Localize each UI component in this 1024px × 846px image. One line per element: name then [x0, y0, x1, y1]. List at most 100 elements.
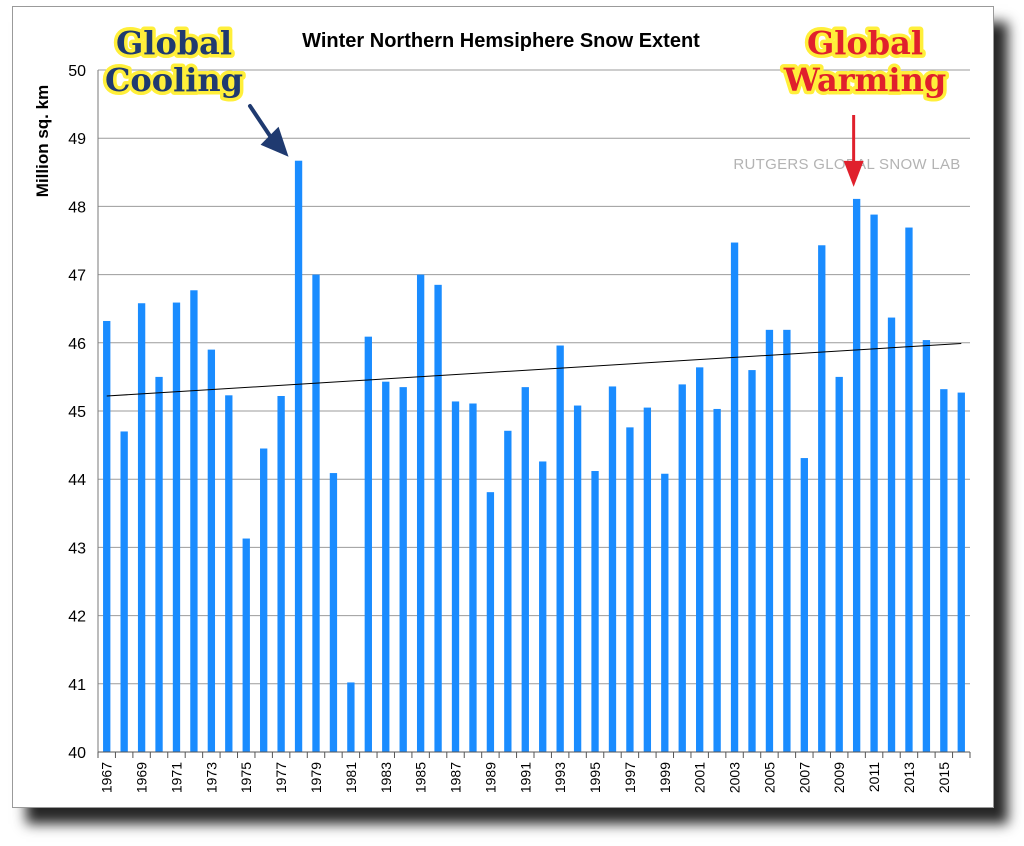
bar-2012	[887, 317, 896, 752]
x-tick-label: 1969	[134, 762, 150, 793]
bar-1997	[626, 427, 634, 752]
y-tick-label: 44	[68, 472, 86, 489]
axes	[97, 70, 971, 758]
x-tick-label: 1985	[413, 762, 429, 793]
bar-2014	[922, 340, 931, 752]
x-tick-label: 1995	[587, 762, 603, 793]
x-tick-label: 1991	[517, 762, 533, 793]
bar-1992	[539, 461, 547, 752]
x-tick-label: 2001	[692, 762, 708, 793]
x-tick-label: 1973	[203, 762, 219, 793]
cooling-callout-line-2: Cooling	[105, 61, 243, 99]
bar-2015	[940, 389, 948, 752]
x-tick-label: 1979	[308, 762, 324, 793]
x-tick-label: 2007	[796, 762, 812, 793]
bar-1991	[521, 387, 529, 752]
bar-2000	[678, 384, 686, 752]
bar-1977	[277, 395, 285, 752]
x-tick-label: 2005	[761, 762, 777, 793]
y-tick-label: 40	[68, 745, 86, 762]
bar-series	[103, 160, 965, 753]
x-tick-label: 1975	[238, 762, 254, 793]
bar-1973	[207, 349, 216, 752]
bar-2008	[818, 245, 826, 753]
warming-callout-line-2: Warming	[783, 61, 946, 99]
x-tick-label: 1983	[378, 762, 394, 793]
x-tick-label: 1999	[657, 762, 673, 793]
x-tick-label: 2013	[901, 762, 917, 793]
bar-1989	[486, 492, 495, 752]
y-tick-label: 47	[68, 268, 86, 285]
y-tick-label: 43	[68, 540, 86, 557]
y-axis-label: Million sq. km	[33, 85, 52, 197]
bar-1998	[643, 407, 652, 752]
bar-1995	[591, 471, 599, 752]
x-tick-label: 1993	[552, 762, 568, 793]
bar-1968	[120, 431, 128, 752]
bar-2002	[713, 408, 721, 752]
y-tick-label: 46	[68, 336, 86, 353]
bar-1969	[137, 303, 146, 752]
chart-title: Winter Northern Hemsiphere Snow Extent	[302, 30, 700, 52]
bar-2006	[783, 329, 791, 752]
x-tick-label: 1971	[168, 762, 184, 793]
x-tick-label: 1981	[343, 762, 359, 793]
bar-2016	[957, 392, 965, 752]
x-tick-label: 1987	[448, 762, 464, 793]
bar-1985	[416, 274, 425, 752]
warming-callout-line-1: Global	[807, 24, 923, 62]
bar-1987	[451, 401, 460, 752]
cooling-arrow-head	[260, 126, 289, 157]
bar-2010	[852, 198, 861, 752]
bar-2011	[870, 214, 878, 753]
bar-1990	[504, 430, 512, 752]
y-tick-label: 48	[68, 199, 86, 216]
y-tick-label: 50	[68, 63, 86, 80]
warming-arrow-head	[843, 160, 864, 187]
bar-1976	[260, 448, 268, 752]
y-tick-label: 49	[68, 131, 86, 148]
x-tick-label: 1977	[273, 762, 289, 793]
bar-1994	[573, 405, 582, 752]
bar-1984	[399, 387, 407, 752]
bar-1979	[312, 274, 320, 752]
x-tick-label: 2009	[831, 762, 847, 793]
bar-2003	[730, 242, 739, 752]
bar-1971	[172, 302, 181, 752]
bar-1972	[190, 290, 198, 752]
x-tick-label: 1967	[99, 762, 115, 793]
bar-1978	[294, 160, 303, 752]
bar-1999	[661, 473, 669, 752]
bar-1988	[469, 403, 477, 752]
bar-2013	[905, 227, 913, 753]
bar-2001	[696, 367, 704, 752]
bar-1982	[364, 336, 372, 752]
x-tick-label: 1997	[622, 762, 638, 793]
x-axis-ticks: 1967 1969 1971 1973 1975 1977 1979 1981 1983 1985…	[99, 762, 952, 793]
bar-1970	[155, 376, 163, 752]
bar-2007	[800, 458, 808, 752]
bar-1986	[434, 284, 442, 752]
x-tick-label: 2003	[727, 762, 743, 793]
bar-2009	[835, 376, 843, 752]
x-tick-label: 2011	[866, 762, 882, 792]
bar-1980	[329, 473, 338, 752]
bar-2004	[748, 370, 756, 752]
bar-1975	[242, 538, 250, 752]
y-axis-ticks: 40 41 42 43 44 45 46 47 48 49 50	[68, 63, 86, 762]
x-tick-label: 2015	[936, 762, 952, 793]
cooling-callout-line-1: Global	[116, 24, 232, 62]
y-tick-label: 42	[68, 609, 86, 626]
trend-line	[106, 342, 962, 397]
chart-frame: 40 41 42 43 44 45 46 47 48 49 50 1967 1969 1971 1973 1…	[12, 6, 994, 808]
bar-2005	[765, 329, 774, 752]
bar-1974	[225, 395, 233, 752]
bar-1993	[556, 345, 564, 752]
x-tick-label: 1989	[482, 762, 498, 793]
y-tick-label: 41	[68, 677, 86, 694]
y-tick-label: 45	[68, 404, 86, 421]
bar-1967	[103, 320, 111, 752]
bar-1981	[347, 682, 355, 752]
